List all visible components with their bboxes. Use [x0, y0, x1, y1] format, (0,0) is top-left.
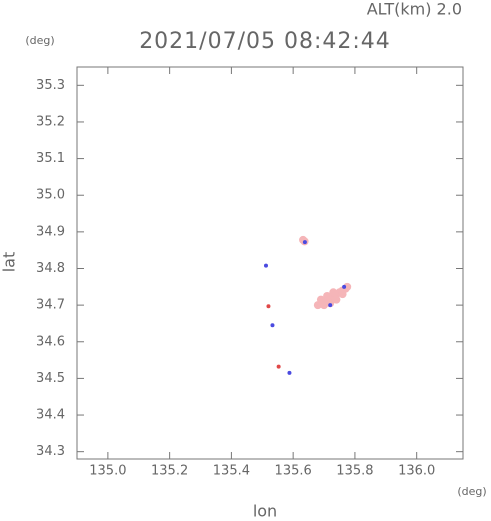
data-point [332, 295, 341, 304]
data-point [328, 303, 333, 308]
data-point [270, 323, 275, 328]
y-tick-label: 34.3 [36, 444, 65, 459]
data-point [302, 240, 307, 245]
x-tick-label: 135.4 [213, 464, 250, 479]
y-tick-label: 35.0 [36, 188, 65, 203]
data-point [343, 282, 352, 291]
data-point [276, 364, 281, 369]
y-tick-label: 34.7 [36, 298, 65, 313]
y-tick-label: 35.3 [36, 78, 65, 93]
data-point [316, 295, 325, 304]
y-axis-label: lat [0, 252, 19, 273]
y-tick-label: 35.1 [36, 151, 65, 166]
altitude-label: ALT(km) 2.0 [367, 0, 462, 19]
y-tick-label: 34.9 [36, 224, 65, 239]
x-axis-label: lon [253, 502, 277, 521]
x-tick-label: 135.2 [151, 464, 188, 479]
x-tick-label: 135.8 [336, 464, 373, 479]
x-tick-label: 135.6 [275, 464, 312, 479]
chart-title: 2021/07/05 08:42:44 [139, 29, 391, 54]
x-tick-label: 135.0 [89, 464, 126, 479]
y-tick-label: 34.8 [36, 261, 65, 276]
y-tick-label: 35.2 [36, 114, 65, 129]
x-unit: (deg) [457, 485, 486, 498]
y-unit: (deg) [25, 34, 54, 47]
plot-frame [76, 66, 464, 460]
data-point [338, 290, 347, 299]
data-point [287, 370, 292, 375]
y-tick-label: 34.6 [36, 334, 65, 349]
data-point [329, 288, 338, 297]
data-point [342, 284, 347, 289]
data-point [323, 291, 332, 300]
data-point [263, 263, 268, 268]
y-tick-label: 34.5 [36, 371, 65, 386]
data-point [266, 304, 271, 309]
x-tick-label: 136.0 [398, 464, 435, 479]
y-tick-label: 34.4 [36, 408, 65, 423]
